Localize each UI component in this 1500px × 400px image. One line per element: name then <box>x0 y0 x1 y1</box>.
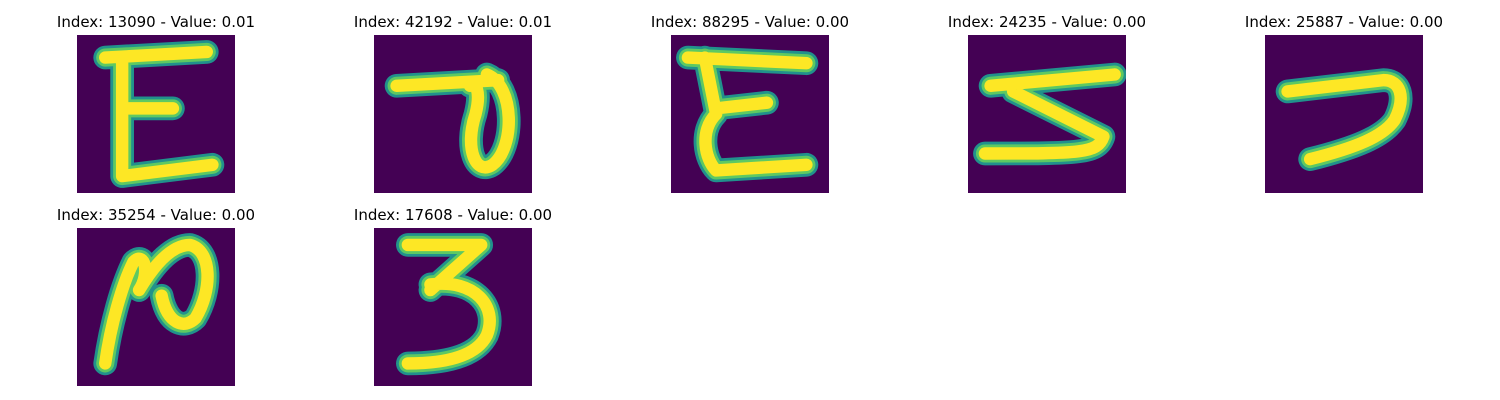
image-panel: Index: 25887 - Value: 0.00 <box>1204 12 1484 202</box>
image-panel: Index: 24235 - Value: 0.00 <box>907 12 1187 202</box>
panel-title: Index: 13090 - Value: 0.01 <box>56 13 256 31</box>
digit-3-mirrored-icon <box>671 35 829 193</box>
image-panel: Index: 13090 - Value: 0.01 <box>16 12 296 202</box>
digit-2-rotated-icon <box>77 228 235 386</box>
image-panel: Index: 17608 - Value: 0.00 <box>313 205 593 395</box>
panel-title: Index: 42192 - Value: 0.01 <box>353 13 553 31</box>
panel-title: Index: 25887 - Value: 0.00 <box>1244 13 1444 31</box>
digit-9-rotated-icon <box>374 35 532 193</box>
digit-3-icon <box>374 228 532 386</box>
image-panel: Index: 42192 - Value: 0.01 <box>313 12 593 202</box>
panel-title: Index: 88295 - Value: 0.00 <box>650 13 850 31</box>
panel-title: Index: 17608 - Value: 0.00 <box>353 206 553 224</box>
digit-3-mirrored-icon <box>77 35 235 193</box>
image-panel: Index: 35254 - Value: 0.00 <box>16 205 296 395</box>
digit-3-rotated-icon <box>968 35 1126 193</box>
panel-title: Index: 24235 - Value: 0.00 <box>947 13 1147 31</box>
image-panel: Index: 88295 - Value: 0.00 <box>610 12 890 202</box>
panel-title: Index: 35254 - Value: 0.00 <box>56 206 256 224</box>
digit-7-icon <box>1265 35 1423 193</box>
